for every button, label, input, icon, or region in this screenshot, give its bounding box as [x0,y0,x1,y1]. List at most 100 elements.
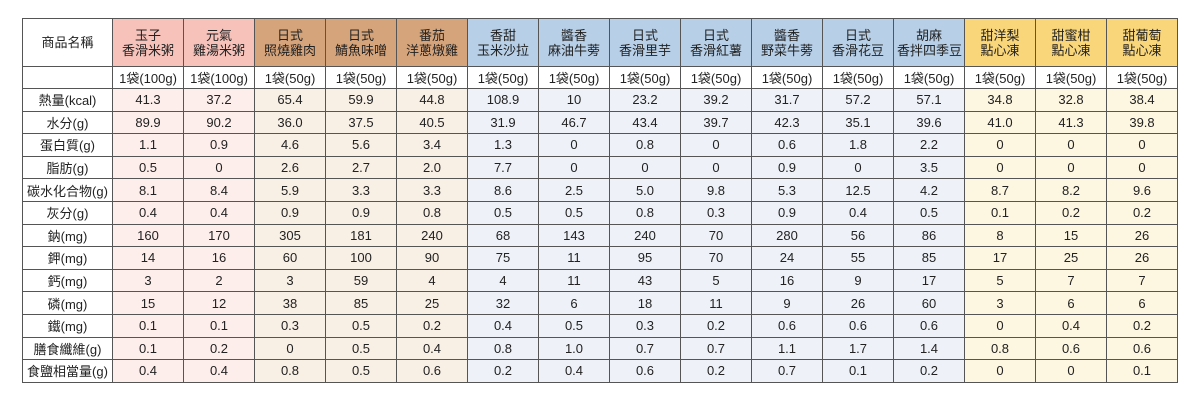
value-cell: 34.8 [964,88,1036,112]
value-cell: 41.0 [964,110,1036,135]
value-cell: 3.3 [396,178,468,202]
nutrient-label: 鉀(mg) [22,246,113,270]
value-cell: 0.8 [609,200,681,225]
value-cell: 39.2 [680,88,752,112]
value-cell: 0.9 [751,155,823,180]
value-cell: 0.8 [609,133,681,157]
value-cell: 37.5 [325,110,397,135]
value-cell: 0.4 [396,336,468,361]
product-header: 日式 照燒雞肉 [254,18,326,67]
product-name-line: 雞湯米粥 [192,42,245,58]
value-cell: 3 [254,268,326,293]
value-cell: 0.9 [325,200,397,225]
product-name-line: 香拌四季豆 [897,42,963,58]
value-cell: 0.4 [822,200,894,225]
product-name-line: 玉米沙拉 [476,42,529,58]
value-cell: 2 [183,268,255,293]
value-cell: 18 [609,291,681,315]
product-name-line: 香滑米粥 [121,42,174,58]
nutrient-label: 磷(mg) [22,291,113,315]
value-cell: 7 [1106,268,1178,293]
value-cell: 32.8 [1035,88,1107,112]
value-cell: 0.4 [112,200,184,225]
product-header: 玉子 香滑米粥 [112,18,184,67]
product-name-line: 醬香 [773,27,800,43]
value-cell: 0.2 [467,359,539,383]
unit-cell: 1袋(50g) [1035,66,1107,89]
value-cell: 8 [964,223,1036,248]
value-cell: 56 [822,223,894,248]
product-name-line: 胡麻 [915,27,942,43]
value-cell: 85 [325,291,397,315]
value-cell: 0.5 [325,359,397,383]
value-cell: 0.5 [325,313,397,338]
value-cell: 0.5 [893,200,965,225]
value-cell: 0.2 [680,313,752,338]
product-header: 番茄 洋蔥燉雞 [396,18,468,67]
value-cell: 0.6 [751,313,823,338]
value-cell: 11 [538,268,610,293]
value-cell: 6 [1106,291,1178,315]
value-cell: 6 [1035,291,1107,315]
value-cell: 0.5 [538,200,610,225]
value-cell: 280 [751,223,823,248]
unit-cell: 1袋(100g) [183,66,255,89]
value-cell: 181 [325,223,397,248]
value-cell: 1.8 [822,133,894,157]
value-cell: 5.0 [609,178,681,202]
value-cell: 68 [467,223,539,248]
corner-header: 商品名稱 [22,18,113,67]
value-cell: 57.2 [822,88,894,112]
product-header: 胡麻 香拌四季豆 [893,18,965,67]
product-name-line: 洋蔥燉雞 [405,42,458,58]
nutrient-row: 食鹽相當量(g) 0.4 0.4 0.8 0.5 0.6 0.2 0.4 0.6 0.2 0.7 0.… [22,359,1178,383]
value-cell: 0.3 [254,313,326,338]
value-cell: 240 [396,223,468,248]
value-cell: 170 [183,223,255,248]
value-cell: 0 [1106,155,1178,180]
value-cell: 46.7 [538,110,610,135]
value-cell: 26 [822,291,894,315]
value-cell: 0.2 [183,336,255,361]
value-cell: 0 [538,133,610,157]
value-cell: 0.9 [254,200,326,225]
value-cell: 0.7 [609,336,681,361]
nutrient-row: 鐵(mg) 0.1 0.1 0.3 0.5 0.2 0.4 0.5 0.3 0.2 0.6 0.6 0.… [22,313,1178,338]
value-cell: 12.5 [822,178,894,202]
value-cell: 15 [112,291,184,315]
product-name-line: 點心凍 [1122,42,1162,58]
product-header: 甜葡萄 點心凍 [1106,18,1178,67]
value-cell: 3 [112,268,184,293]
value-cell: 1.7 [822,336,894,361]
value-cell: 36.0 [254,110,326,135]
value-cell: 24 [751,246,823,270]
value-cell: 0.1 [112,336,184,361]
value-cell: 7.7 [467,155,539,180]
value-cell: 38.4 [1106,88,1178,112]
unit-cell: 1袋(50g) [680,66,752,89]
value-cell: 0.8 [467,336,539,361]
product-name-line: 點心凍 [1051,42,1091,58]
value-cell: 31.7 [751,88,823,112]
value-cell: 0.6 [1106,336,1178,361]
value-cell: 0 [609,155,681,180]
value-cell: 0.4 [183,200,255,225]
value-cell: 2.5 [538,178,610,202]
value-cell: 5.6 [325,133,397,157]
nutrient-row: 鈣(mg) 3 2 3 59 4 4 11 43 5 16 9 17 5 7 7 [22,268,1178,293]
value-cell: 2.2 [893,133,965,157]
value-cell: 2.7 [325,155,397,180]
product-header: 醬香 麻油牛蒡 [538,18,610,67]
product-header: 日式 香滑里芋 [609,18,681,67]
unit-cell: 1袋(50g) [325,66,397,89]
unit-cell: 1袋(50g) [467,66,539,89]
value-cell: 11 [680,291,752,315]
value-cell: 0.4 [538,359,610,383]
product-header: 元氣 雞湯米粥 [183,18,255,67]
value-cell: 0.4 [1035,313,1107,338]
value-cell: 0.5 [325,336,397,361]
product-name-line: 番茄 [418,27,445,43]
value-cell: 0.4 [467,313,539,338]
product-name-line: 日式 [631,27,658,43]
value-cell: 0 [964,313,1036,338]
